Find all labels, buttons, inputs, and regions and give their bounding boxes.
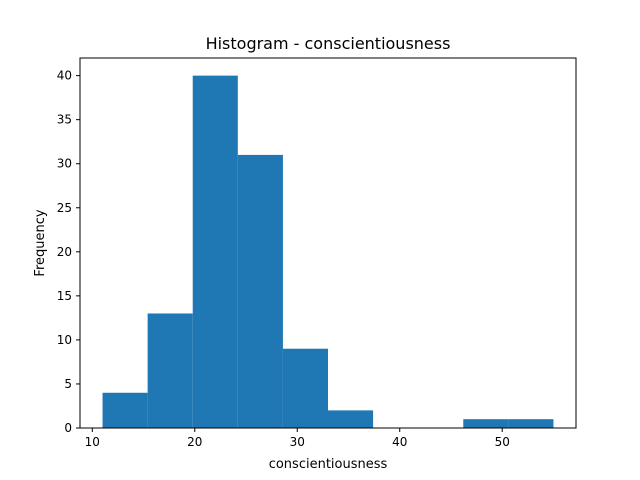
y-tick-label: 20	[57, 245, 72, 259]
histogram-bar-4	[282, 348, 328, 428]
y-tick-label: 25	[57, 201, 72, 215]
y-tick-label: 0	[64, 421, 72, 435]
y-tick-label: 10	[57, 333, 72, 347]
x-axis-label: conscientiousness	[269, 457, 388, 472]
bars-group	[102, 75, 554, 428]
y-tick-label: 35	[57, 113, 72, 127]
histogram-bar-2	[192, 75, 238, 428]
y-tick-label: 5	[64, 377, 72, 391]
x-tick-label: 40	[392, 435, 407, 449]
y-tick-label: 40	[57, 69, 72, 83]
histogram-bar-5	[328, 410, 374, 428]
y-tick-label: 15	[57, 289, 72, 303]
x-tick-label: 50	[495, 435, 510, 449]
histogram-bar-8	[463, 419, 509, 428]
plot-frame	[79, 57, 577, 429]
x-ticks-group: 10 20 30 40 50	[85, 428, 510, 449]
x-tick-label: 10	[85, 435, 100, 449]
x-tick-label: 30	[290, 435, 305, 449]
x-tick-label: 20	[187, 435, 202, 449]
histogram-bar-9	[508, 419, 554, 428]
y-tick-label: 30	[57, 157, 72, 171]
histogram-bar-0	[102, 392, 148, 428]
histogram-bar-3	[237, 154, 283, 428]
y-axis-label: Frequency	[33, 209, 48, 276]
chart-title: Histogram - conscientiousness	[206, 34, 451, 53]
histogram-bar-1	[147, 313, 193, 428]
y-ticks-group: 0 5 10 15 20 25 30 35 40	[57, 69, 80, 435]
